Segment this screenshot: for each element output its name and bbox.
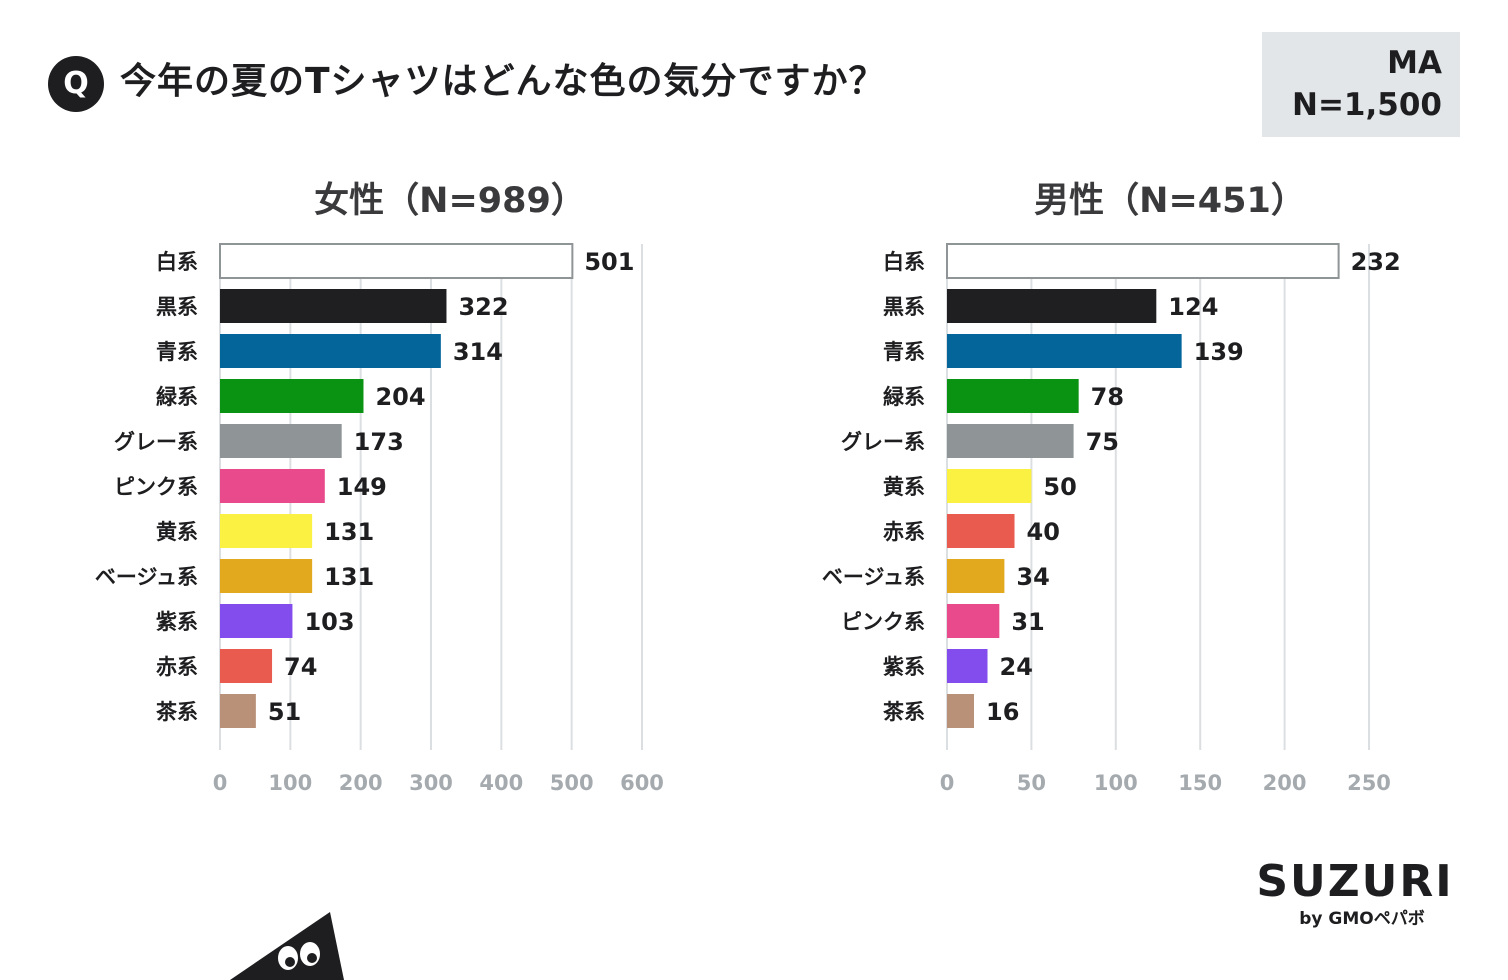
bar [220,424,342,458]
category-label: 黄系 [156,520,198,544]
mascot-pupil-left [285,957,295,967]
bar [220,559,313,593]
value-label: 75 [1086,428,1119,456]
category-label: グレー系 [841,430,925,454]
value-label: 314 [453,338,503,366]
x-tick-label: 300 [409,771,453,795]
mascot-illustration [230,912,344,980]
category-label: 緑系 [883,385,925,409]
value-label: 232 [1351,248,1401,276]
sample-size: N=1,500 [1292,87,1442,123]
x-tick-label: 600 [620,771,664,795]
category-label: グレー系 [114,430,198,454]
value-label: 103 [304,608,354,636]
bar [947,334,1182,368]
category-label: ベージュ系 [822,565,925,589]
category-label: ピンク系 [114,475,198,499]
bar [947,694,975,728]
x-tick-label: 0 [213,771,228,795]
bar [220,649,273,683]
bar [947,604,1000,638]
x-tick-label: 150 [1178,771,1222,795]
value-label: 16 [986,698,1019,726]
mascot-pupil-right [307,953,317,963]
category-label: ピンク系 [841,610,925,634]
category-label: 青系 [883,340,925,364]
bar [947,514,1015,548]
bar [947,559,1005,593]
category-label: 茶系 [883,700,925,724]
question-title: 今年の夏のTシャツはどんな色の気分ですか？ [120,61,886,102]
x-tick-label: 200 [339,771,383,795]
logo-sub-text: by GMOペパボ [1299,909,1425,929]
bar [220,694,256,728]
bar [220,469,325,503]
value-label: 51 [268,698,301,726]
value-label: 149 [337,473,387,501]
bar [220,604,293,638]
x-tick-label: 50 [1017,771,1046,795]
bar [220,379,364,413]
category-label: 黒系 [156,295,198,319]
category-label: 赤系 [883,520,925,544]
x-tick-label: 0 [940,771,955,795]
bar [947,469,1032,503]
chart-title: 女性（N=989） [314,180,586,221]
chart-title: 男性（N=451） [1034,181,1306,221]
bar [947,424,1074,458]
category-label: 紫系 [156,610,198,634]
sample-info-box: MA N=1,500 [1262,32,1460,137]
x-tick-label: 500 [550,771,594,795]
value-label: 40 [1027,518,1060,546]
category-label: 紫系 [883,655,925,679]
category-label: 緑系 [156,385,198,409]
value-label: 139 [1194,338,1244,366]
bar [219,243,574,279]
value-label: 124 [1168,293,1218,321]
bar [220,289,447,323]
category-label: 白系 [883,250,925,274]
value-label: 131 [324,563,374,591]
x-tick-label: 250 [1347,771,1391,795]
bar [947,289,1157,323]
category-label: 茶系 [156,700,198,724]
bar [947,379,1079,413]
bar [947,649,988,683]
suzuri-logo: SUZURI by GMOペパボ [1250,856,1460,930]
value-label: 31 [1011,608,1044,636]
category-label: 黄系 [883,475,925,499]
value-label: 131 [324,518,374,546]
value-label: 50 [1043,473,1076,501]
x-tick-label: 400 [479,771,523,795]
category-label: 赤系 [156,655,198,679]
value-label: 322 [458,293,508,321]
category-label: ベージュ系 [95,565,198,589]
question-badge: Q [48,56,104,112]
answer-type: MA [1387,45,1442,81]
x-tick-label: 100 [1094,771,1138,795]
x-tick-label: 200 [1263,771,1307,795]
x-tick-label: 100 [268,771,312,795]
bar [946,243,1340,279]
category-label: 黒系 [883,295,925,319]
value-label: 78 [1091,383,1124,411]
category-label: 白系 [156,250,198,274]
bar [220,514,313,548]
bar [220,334,441,368]
value-label: 24 [1000,653,1033,681]
value-label: 34 [1016,563,1049,591]
logo-main-text: SUZURI [1256,856,1454,907]
value-label: 204 [375,383,425,411]
value-label: 173 [354,428,404,456]
value-label: 501 [584,248,634,276]
value-label: 74 [284,653,317,681]
category-label: 青系 [156,340,198,364]
